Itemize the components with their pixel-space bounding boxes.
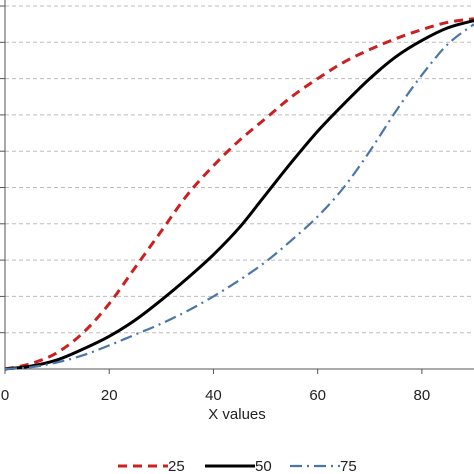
x-tick-label: 60: [309, 387, 326, 404]
grid: [5, 5, 474, 334]
x-axis-title: X values: [208, 406, 266, 423]
series-line-50: [4, 19, 474, 371]
legend-label-50: 50: [255, 458, 272, 474]
x-tick-label: 0: [1, 387, 9, 404]
series-lines: [4, 17, 474, 371]
series-line-75: [4, 23, 474, 371]
legend-label-25: 25: [168, 458, 185, 474]
x-tick-label: 20: [101, 387, 118, 404]
axes: [0, 0, 474, 370]
x-tick-label: 80: [414, 387, 431, 404]
series-line-25: [4, 17, 474, 371]
legend-label-75: 75: [340, 458, 357, 474]
x-tick-labels: 0 20 40 60 80: [1, 369, 430, 404]
x-tick-label: 40: [205, 387, 222, 404]
legend: 25 50 75: [118, 458, 357, 474]
